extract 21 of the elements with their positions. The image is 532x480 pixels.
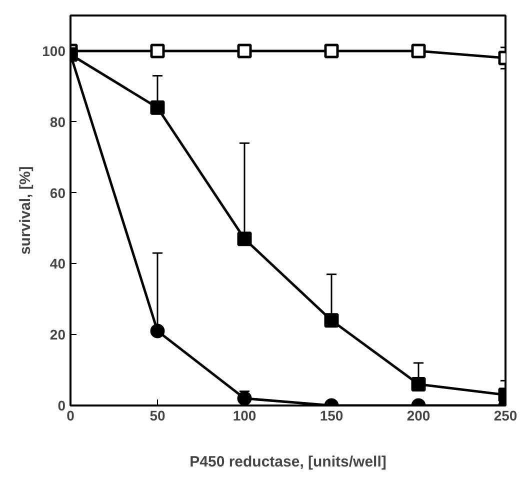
x-axis-title: P450 reductase, [units/well] (190, 454, 386, 470)
point (150, 100, 165, 115)
x-tick-label: 50 (150, 408, 166, 424)
y-axis-title: survival, [%] (17, 166, 34, 255)
y-tick-label: 20 (50, 326, 66, 343)
point (324, 44, 339, 58)
point (150, 44, 165, 58)
point (150, 324, 165, 338)
point (324, 313, 339, 328)
y-tick-label: 100 (42, 42, 66, 59)
y-tick-label: 80 (50, 114, 66, 130)
x-tick-label: 200 (406, 408, 430, 424)
y-tick-label: 40 (50, 256, 66, 272)
point (237, 44, 252, 58)
x-tick-label: 100 (232, 408, 256, 424)
point (237, 391, 252, 406)
y-tick-label: 0 (58, 398, 66, 414)
y-tick-label: 60 (50, 184, 66, 201)
x-tick-label: 150 (320, 408, 344, 424)
point (237, 232, 252, 246)
x-tick-label: 250 (494, 408, 518, 424)
